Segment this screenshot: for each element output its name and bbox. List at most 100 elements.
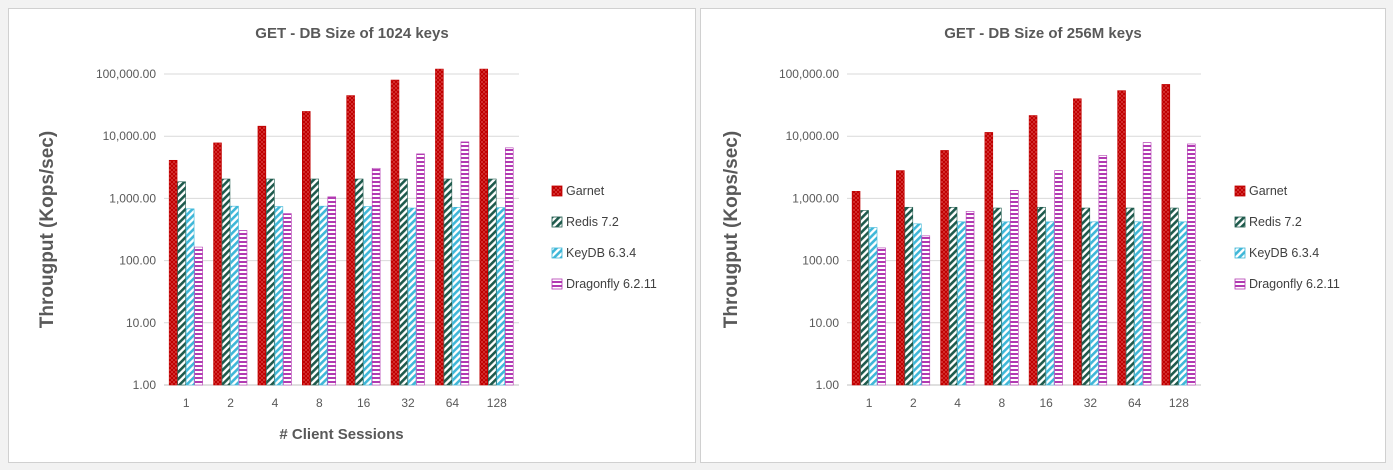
x-tick-label: 64 xyxy=(446,396,460,410)
y-tick-label: 100.00 xyxy=(802,254,839,268)
bar-redis-7-2-8 xyxy=(310,178,320,386)
legend-label: KeyDB 6.3.4 xyxy=(566,246,636,260)
x-tick-label: 32 xyxy=(401,396,415,410)
bar-garnet-128 xyxy=(1161,84,1171,386)
legend-label: KeyDB 6.3.4 xyxy=(1249,246,1319,260)
bar-redis-7-2-1 xyxy=(177,181,186,386)
y-tick-label: 10.00 xyxy=(809,316,839,330)
bar-garnet-4 xyxy=(257,125,267,386)
bar-keydb-6-3-4-128 xyxy=(496,207,506,386)
chart-panel-256m-keys: GET - DB Size of 256M keys 1.00 10.00 100.0… xyxy=(700,8,1386,463)
bar-dragonfly-6-2-11-64 xyxy=(460,141,470,386)
bar-keydb-6-3-4-4 xyxy=(274,206,284,386)
y-axis-label: Througput (Kops/sec) xyxy=(721,131,742,328)
bar-redis-7-2-16 xyxy=(354,178,364,386)
bar-keydb-6-3-4-8 xyxy=(319,205,328,386)
bar-dragonfly-6-2-11-2 xyxy=(921,235,931,386)
y-tick-label: 10.00 xyxy=(126,316,156,330)
bar-redis-7-2-1 xyxy=(860,210,869,386)
bar-redis-7-2-128 xyxy=(488,178,497,386)
bar-redis-7-2-32 xyxy=(1081,207,1091,386)
bar-keydb-6-3-4-32 xyxy=(407,207,417,386)
y-axis-label: Througput (Kops/sec) xyxy=(37,131,58,328)
bar-garnet-1 xyxy=(168,159,178,386)
x-tick-label: 64 xyxy=(1128,396,1142,410)
bar-keydb-6-3-4-2 xyxy=(230,205,239,386)
legend-label: Dragonfly 6.2.11 xyxy=(1249,277,1340,291)
y-tick-label: 10,000.00 xyxy=(786,129,840,143)
bar-dragonfly-6-2-11-8 xyxy=(327,196,337,386)
bar-dragonfly-6-2-11-1 xyxy=(877,247,886,386)
bar-keydb-6-3-4-8 xyxy=(1001,221,1011,386)
y-tick-label: 1.00 xyxy=(816,378,840,392)
legend-swatch xyxy=(1234,247,1246,259)
chart-256m-keys: GET - DB Size of 256M keys 1.00 10.00 100.0… xyxy=(721,25,1340,410)
bar-dragonfly-6-2-11-64 xyxy=(1142,142,1152,386)
bar-garnet-32 xyxy=(390,79,400,386)
bar-keydb-6-3-4-1 xyxy=(185,208,195,386)
legend-swatch xyxy=(1234,278,1246,290)
x-axis-label: # Client Sessions xyxy=(279,426,403,443)
bar-dragonfly-6-2-11-32 xyxy=(1098,155,1108,386)
bar-redis-7-2-64 xyxy=(1125,207,1135,386)
bar-garnet-8 xyxy=(302,111,311,386)
bar-dragonfly-6-2-11-128 xyxy=(505,147,514,386)
bar-keydb-6-3-4-1 xyxy=(868,227,878,386)
bar-dragonfly-6-2-11-2 xyxy=(238,230,248,386)
bar-garnet-2 xyxy=(213,142,222,386)
x-tick-label: 8 xyxy=(999,396,1006,410)
y-tick-label: 1,000.00 xyxy=(109,191,156,205)
bar-keydb-6-3-4-32 xyxy=(1090,221,1099,386)
x-tick-label: 128 xyxy=(1169,396,1189,410)
x-tick-label: 16 xyxy=(357,396,371,410)
legend-label: Dragonfly 6.2.11 xyxy=(566,277,657,291)
bar-keydb-6-3-4-64 xyxy=(1134,221,1143,386)
bar-redis-7-2-16 xyxy=(1037,206,1046,386)
x-tick-label: 1 xyxy=(183,396,190,410)
bar-keydb-6-3-4-16 xyxy=(363,206,372,386)
bar-dragonfly-6-2-11-8 xyxy=(1010,189,1019,386)
legend-label: Redis 7.2 xyxy=(1249,215,1302,229)
bar-keydb-6-3-4-4 xyxy=(957,221,966,386)
bar-keydb-6-3-4-16 xyxy=(1045,221,1055,386)
x-tick-label: 1 xyxy=(866,396,873,410)
bar-redis-7-2-4 xyxy=(948,206,958,386)
bar-garnet-64 xyxy=(1117,90,1126,386)
bar-garnet-1 xyxy=(851,191,861,386)
legend-swatch xyxy=(551,216,563,228)
bar-keydb-6-3-4-2 xyxy=(913,223,922,386)
legend-swatch xyxy=(1234,216,1246,228)
legend-swatch xyxy=(1234,185,1246,197)
y-tick-label: 100.00 xyxy=(119,254,156,268)
legend-label: Redis 7.2 xyxy=(566,215,619,229)
bar-redis-7-2-64 xyxy=(443,178,453,386)
y-tick-label: 100,000.00 xyxy=(779,67,839,81)
x-tick-label: 2 xyxy=(227,396,234,410)
bar-keydb-6-3-4-128 xyxy=(1178,221,1188,386)
x-tick-label: 2 xyxy=(910,396,917,410)
bar-garnet-64 xyxy=(435,68,444,386)
chart-title: GET - DB Size of 256M keys xyxy=(944,25,1142,42)
bar-dragonfly-6-2-11-4 xyxy=(965,211,975,386)
bar-redis-7-2-4 xyxy=(266,178,275,386)
bar-garnet-16 xyxy=(1028,115,1038,386)
bar-garnet-16 xyxy=(346,95,355,386)
y-tick-label: 1,000.00 xyxy=(792,191,839,205)
bar-dragonfly-6-2-11-4 xyxy=(283,213,292,386)
x-tick-label: 4 xyxy=(954,396,961,410)
bar-dragonfly-6-2-11-128 xyxy=(1187,143,1196,386)
x-tick-label: 4 xyxy=(272,396,279,410)
bar-dragonfly-6-2-11-16 xyxy=(1054,170,1063,386)
y-tick-label: 10,000.00 xyxy=(103,129,157,143)
x-tick-label: 8 xyxy=(316,396,323,410)
legend-swatch xyxy=(551,278,563,290)
bar-redis-7-2-2 xyxy=(904,206,914,386)
bar-dragonfly-6-2-11-1 xyxy=(194,246,203,386)
chart-1024-keys: GET - DB Size of 1024 keys 1.00 10.00 100.0… xyxy=(37,25,657,443)
bar-dragonfly-6-2-11-32 xyxy=(416,153,425,386)
bar-redis-7-2-8 xyxy=(993,207,1002,386)
x-tick-label: 128 xyxy=(487,396,507,410)
chart-title: GET - DB Size of 1024 keys xyxy=(255,25,448,42)
bar-keydb-6-3-4-64 xyxy=(452,206,461,386)
y-tick-label: 1.00 xyxy=(133,378,157,392)
